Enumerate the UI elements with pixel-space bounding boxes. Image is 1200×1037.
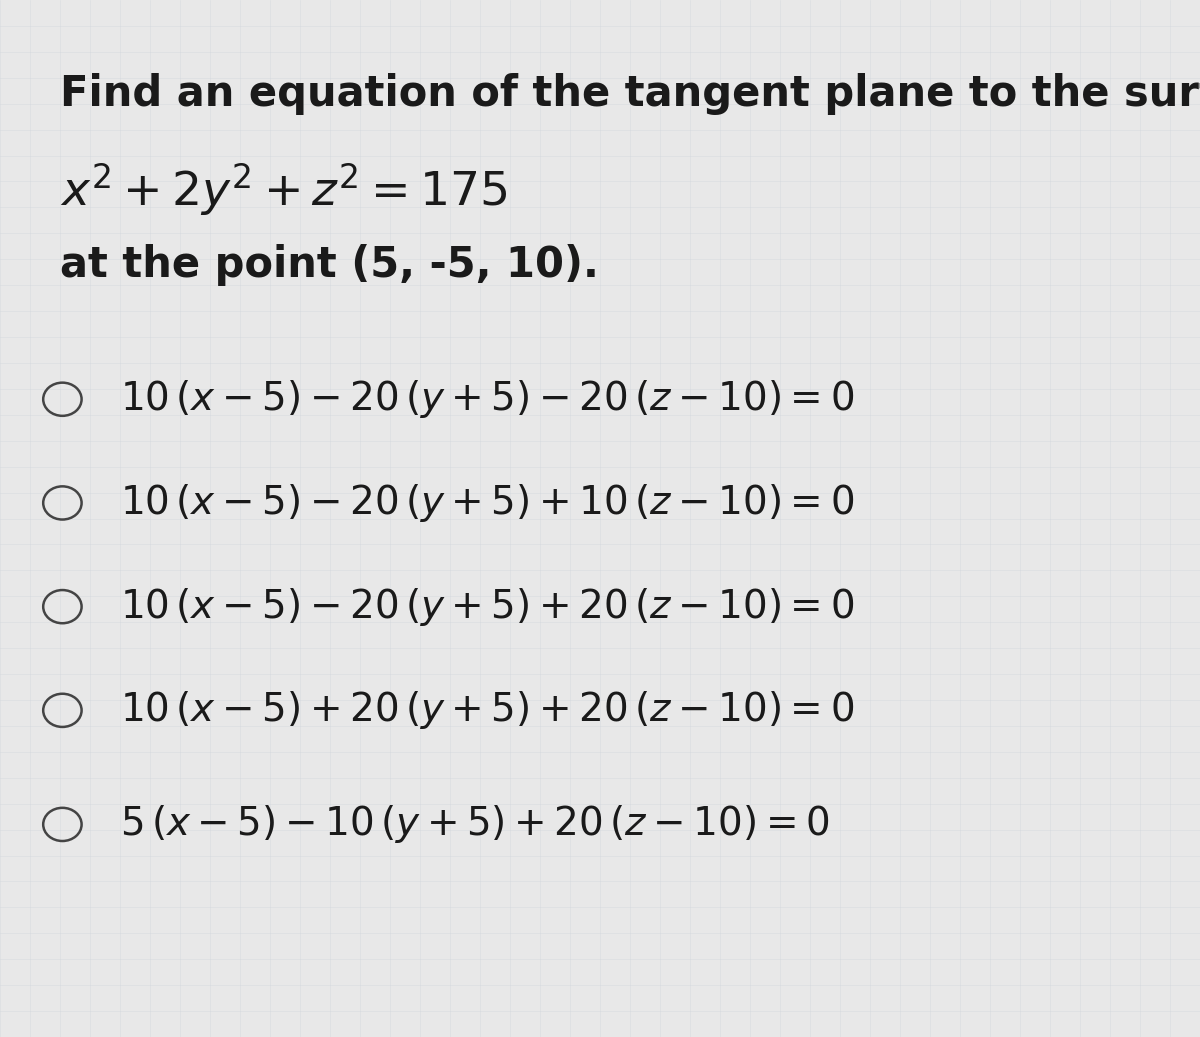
Text: $x^2 + 2y^2 + z^2 = 175$: $x^2 + 2y^2 + z^2 = 175$ bbox=[60, 161, 508, 218]
Text: at the point (5, -5, 10).: at the point (5, -5, 10). bbox=[60, 244, 599, 286]
Text: $10\,(x - 5) - 20\,(y + 5) - 20\,(z - 10) = 0$: $10\,(x - 5) - 20\,(y + 5) - 20\,(z - 10… bbox=[120, 379, 854, 420]
Text: $10\,(x - 5) - 20\,(y + 5) + 10\,(z - 10) = 0$: $10\,(x - 5) - 20\,(y + 5) + 10\,(z - 10… bbox=[120, 482, 854, 524]
Text: $5\,(x - 5) - 10\,(y + 5) + 20\,(z - 10) = 0$: $5\,(x - 5) - 10\,(y + 5) + 20\,(z - 10)… bbox=[120, 804, 829, 845]
Text: $10\,(x - 5) - 20\,(y + 5) + 20\,(z - 10) = 0$: $10\,(x - 5) - 20\,(y + 5) + 20\,(z - 10… bbox=[120, 586, 854, 627]
Text: $10\,(x - 5) + 20\,(y + 5) + 20\,(z - 10) = 0$: $10\,(x - 5) + 20\,(y + 5) + 20\,(z - 10… bbox=[120, 690, 854, 731]
Text: Find an equation of the tangent plane to the surface: Find an equation of the tangent plane to… bbox=[60, 73, 1200, 115]
